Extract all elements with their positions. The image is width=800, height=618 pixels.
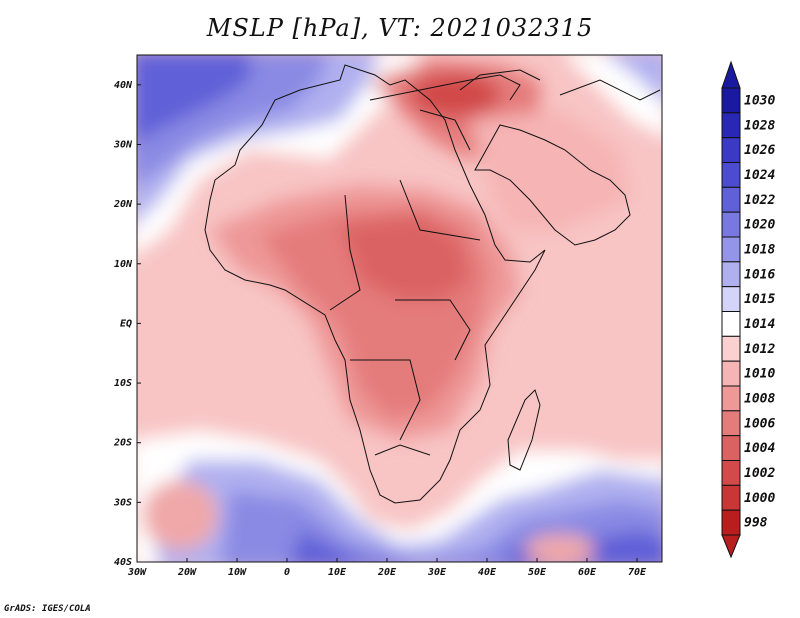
colorbar-label: 1022 [744,193,775,208]
colorbar-swatch [721,509,741,536]
map-frame [136,54,663,563]
lon-label-20E: 20E [377,567,397,578]
colorbar-swatch [721,460,741,486]
colorbar-label: 1008 [744,391,775,406]
lon-label-10W: 10W [228,567,247,578]
colorbar: 1030 1028 1026 1024 1022 1020 1018 1016 1015 1014… [721,60,775,559]
lon-label-30W: 30W [127,567,147,578]
africa-outline [204,64,661,504]
lon-label-70E: 70E [628,567,647,578]
colorbar-label: 998 [744,516,768,531]
colorbar-swatch [721,87,741,114]
colorbar-swatch [721,410,741,437]
colorbar-top-arrow [721,60,741,89]
lat-label-20S: 20S [113,438,132,449]
lat-label-30S: 30S [113,497,132,508]
colorbar-label: 1002 [744,466,775,481]
lon-label-10E: 10E [328,567,347,578]
lat-label-10N: 10N [114,259,133,270]
lon-label-60E: 60E [578,567,597,578]
colorbar-swatch [721,186,741,213]
colorbar-bottom-arrow [721,534,741,559]
pressure-field [137,55,662,562]
colorbar-swatch [721,211,741,238]
colorbar-swatch [721,286,741,312]
colorbar-swatch [721,236,741,263]
colorbar-swatch [721,435,741,461]
colorbar-swatch [721,112,741,139]
lon-label-50E: 50E [528,567,547,578]
colorbar-swatch [721,385,741,412]
colorbar-swatch [721,137,741,164]
colorbar-label: 1016 [744,267,775,282]
lon-label-30E: 30E [427,567,447,578]
latitude-labels: 40N 30N 20N 10N EQ 10S 20S 30S 40S [113,80,141,568]
colorbar-swatch [721,484,741,511]
colorbar-label: 1024 [744,168,775,183]
colorbar-label: 1006 [744,416,775,431]
lat-label-EQ: EQ [120,318,132,329]
colorbar-label: 1028 [744,118,775,133]
lon-label-0: 0 [284,567,290,578]
colorbar-label: 1012 [744,342,775,357]
colorbar-label: 1020 [744,218,775,233]
colorbar-swatch [721,261,741,288]
colorbar-swatch [721,162,741,188]
colorbar-swatch [721,360,741,387]
lon-label-20W: 20W [177,567,197,578]
colorbar-label: 1010 [744,367,775,382]
colorbar-swatch [721,311,741,337]
lat-label-10S: 10S [114,378,132,389]
map-title: MSLP [hPa], VT: 2021032315 [206,14,594,42]
lat-label-30N: 30N [113,139,133,150]
colorbar-swatch [721,335,741,362]
colorbar-label: 1018 [744,242,775,257]
colorbar-label: 1030 [744,93,775,108]
colorbar-label: 1014 [744,317,775,332]
grads-credit: GrADS: IGES/COLA [4,604,91,614]
lat-label-20N: 20N [113,199,133,210]
colorbar-label: 1026 [744,143,775,158]
longitude-labels: 30W 20W 10W 0 10E 20E 30E 40E 50E 60E 70E [127,558,647,578]
colorbar-label: 1000 [744,491,775,506]
colorbar-label: 1015 [744,292,775,307]
lon-label-40E: 40E [478,567,497,578]
colorbar-label: 1004 [744,441,775,456]
lat-label-40N: 40N [114,80,133,91]
lat-label-40S: 40S [114,557,132,568]
